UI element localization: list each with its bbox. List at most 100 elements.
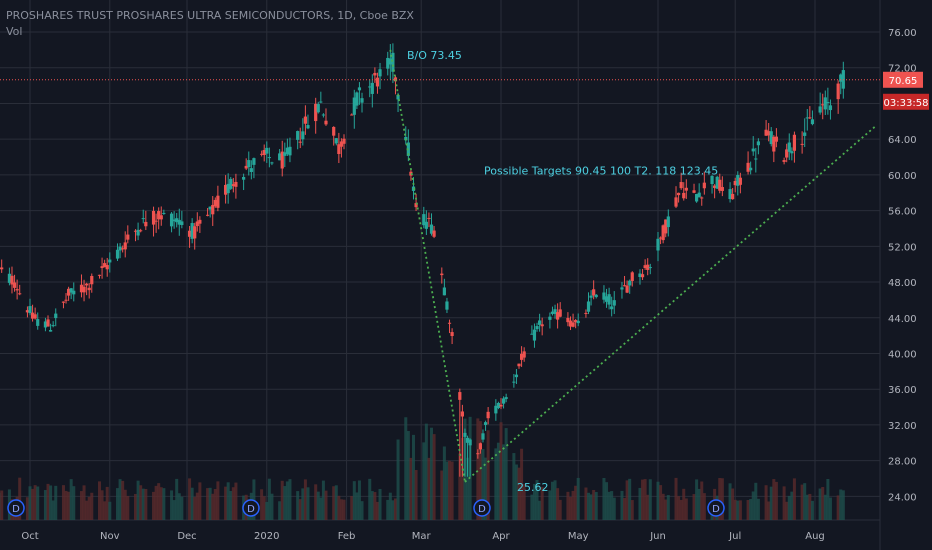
- candle-body: [839, 74, 843, 82]
- volume-bar: [103, 501, 107, 520]
- candle-body: [332, 126, 336, 136]
- dividend-marker-label: D: [712, 504, 720, 515]
- volume-bar: [139, 485, 143, 520]
- volume-bar: [558, 499, 562, 520]
- volume-bar: [568, 497, 572, 520]
- volume-bar: [442, 446, 446, 520]
- dividend-marker[interactable]: [707, 499, 725, 517]
- volume-bar: [625, 480, 629, 520]
- volume-bar: [460, 437, 464, 520]
- candle-body: [643, 265, 647, 269]
- candle-body: [620, 287, 624, 290]
- candle-body: [288, 146, 292, 156]
- time-axis[interactable]: Oct Nov Dec 2020 Feb Mar Apr May Jun Jul Aug: [21, 531, 824, 542]
- overlays: B/O 73.45 Possible Targets 90.45 100 T2. …: [0, 49, 880, 494]
- volume-bar: [458, 453, 462, 520]
- volume-bar: [790, 491, 794, 520]
- candle-body: [121, 248, 125, 250]
- volume-bar: [252, 479, 256, 520]
- candle-body: [144, 221, 148, 227]
- volume-bar: [787, 495, 791, 520]
- candle-body: [298, 141, 302, 143]
- candle-body: [676, 192, 681, 196]
- candle-body: [283, 152, 287, 156]
- candle-body: [568, 320, 573, 327]
- y-tick-label: 28.00: [888, 457, 917, 468]
- price-axis[interactable]: 24.00 28.00 32.00 36.00 40.00 44.00 48.00 52.00…: [883, 28, 929, 503]
- volume-bar: [805, 494, 809, 520]
- candle-body: [154, 220, 158, 222]
- candle-body: [157, 211, 161, 220]
- volume-bars: [0, 416, 845, 520]
- candle-body: [661, 225, 665, 241]
- volume-bar: [278, 501, 282, 520]
- volume-bar: [116, 488, 120, 520]
- candle-body: [818, 106, 822, 113]
- symbol-title: PROSHARES TRUST PROSHARES ULTRA SEMICOND…: [6, 9, 414, 22]
- volume-bar: [108, 501, 112, 520]
- volume-bar: [334, 485, 338, 520]
- volume-bar: [211, 493, 215, 520]
- volume-bar: [731, 488, 735, 520]
- volume-bar: [162, 488, 166, 520]
- candle-body: [105, 265, 109, 270]
- candle-body: [159, 215, 163, 220]
- candle-body: [592, 289, 596, 296]
- volume-bar: [656, 481, 660, 520]
- candle-body: [422, 214, 426, 226]
- dividend-marker[interactable]: [473, 499, 491, 517]
- candle-body: [162, 212, 166, 214]
- volume-bar: [841, 490, 845, 520]
- volume-bar: [700, 481, 704, 520]
- candle-body: [198, 219, 202, 224]
- uptrend-support-line: [464, 125, 877, 483]
- volume-bar: [180, 496, 184, 520]
- price-tag: 70.65: [889, 76, 918, 87]
- volume-bar: [702, 493, 706, 520]
- volume-bar: [177, 493, 181, 520]
- candle-body: [610, 306, 614, 310]
- candle-body: [244, 165, 248, 169]
- candle-body: [828, 105, 833, 111]
- grid-lines: [0, 0, 881, 550]
- candle-body: [180, 221, 184, 226]
- x-tick-label: Apr: [492, 531, 510, 542]
- candle-body: [350, 114, 354, 116]
- volume-bar: [628, 478, 632, 520]
- candle-body: [18, 293, 22, 295]
- candle-body: [278, 153, 282, 161]
- candle-body: [334, 138, 338, 144]
- candle-body: [339, 141, 344, 147]
- candle-body: [224, 184, 228, 195]
- candle-body: [553, 309, 557, 314]
- candle-body: [718, 179, 722, 191]
- dividend-marker-label: D: [478, 504, 486, 515]
- x-tick-label: Jun: [649, 531, 666, 542]
- volume-bar: [90, 492, 94, 520]
- dividend-marker[interactable]: [242, 499, 260, 517]
- volume-bar: [0, 490, 4, 520]
- candle-body: [538, 320, 542, 325]
- candle-body: [211, 204, 215, 215]
- volume-bar: [193, 496, 197, 520]
- volume-bar: [216, 481, 220, 520]
- candle-body: [54, 313, 58, 319]
- candle-body: [625, 285, 629, 293]
- candle-body: [697, 192, 701, 198]
- candle-body: [205, 214, 210, 216]
- candle-body: [175, 218, 179, 223]
- dividend-marker[interactable]: [7, 499, 25, 517]
- candle-body: [504, 397, 508, 400]
- candle-body: [69, 288, 73, 293]
- volume-bar: [152, 491, 156, 520]
- x-tick-label: Oct: [21, 531, 38, 542]
- volume-bar: [46, 483, 50, 520]
- candle-body: [100, 266, 104, 268]
- candle-body: [483, 422, 488, 425]
- volume-bar: [478, 421, 482, 520]
- candle-body: [169, 213, 174, 227]
- candle-body: [43, 321, 48, 328]
- volume-bar: [430, 427, 434, 520]
